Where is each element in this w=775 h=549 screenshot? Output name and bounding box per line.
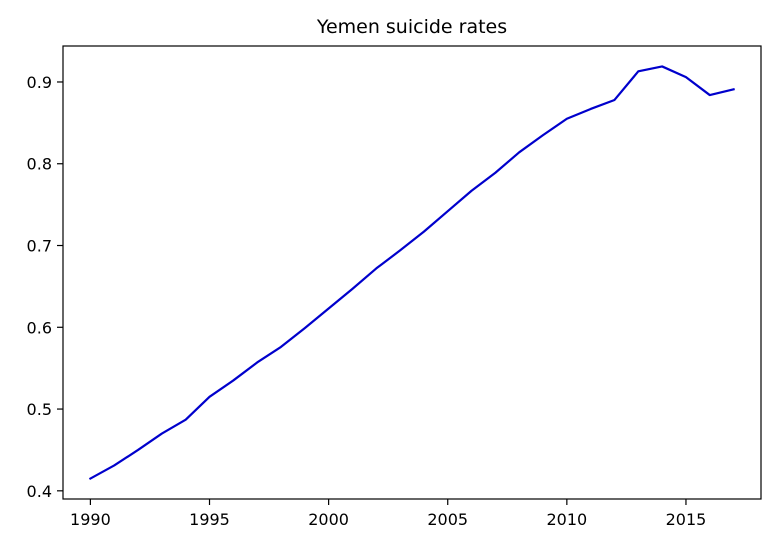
y-axis-ticks: 0.4 0.5 0.6 0.7 0.8 0.9 <box>27 73 63 501</box>
x-axis-ticks: 1990 1995 2000 2005 2010 2015 <box>70 499 706 529</box>
chart-title: Yemen suicide rates <box>316 16 507 38</box>
y-tick-label: 0.6 <box>27 318 52 337</box>
x-tick-label: 2010 <box>546 510 587 529</box>
series-layer <box>88 65 735 481</box>
y-tick-label: 0.7 <box>27 237 52 256</box>
y-tick-label: 0.5 <box>27 400 52 419</box>
x-tick-label: 2000 <box>308 510 349 529</box>
series-line <box>88 65 735 481</box>
x-tick-label: 1995 <box>189 510 230 529</box>
x-tick-label: 1990 <box>70 510 111 529</box>
x-tick-label: 2015 <box>666 510 707 529</box>
y-tick-label: 0.4 <box>27 482 52 501</box>
x-tick-label: 2005 <box>427 510 468 529</box>
y-tick-label: 0.9 <box>27 73 52 92</box>
plot-frame <box>62 45 762 500</box>
y-tick-label: 0.8 <box>27 155 52 174</box>
